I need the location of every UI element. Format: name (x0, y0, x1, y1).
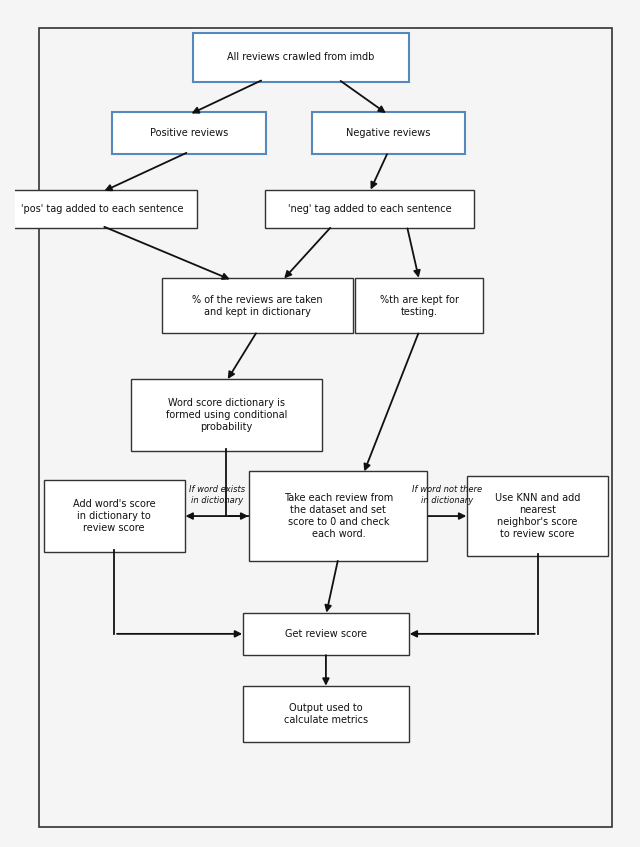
Text: Negative reviews: Negative reviews (346, 128, 430, 138)
FancyBboxPatch shape (250, 472, 428, 561)
Text: 'neg' tag added to each sentence: 'neg' tag added to each sentence (287, 204, 451, 214)
FancyBboxPatch shape (467, 476, 608, 556)
FancyBboxPatch shape (6, 190, 197, 229)
FancyBboxPatch shape (40, 28, 612, 828)
FancyBboxPatch shape (312, 112, 465, 154)
FancyBboxPatch shape (131, 379, 321, 451)
Text: Add word's score
in dictionary to
review score: Add word's score in dictionary to review… (73, 499, 156, 533)
FancyBboxPatch shape (265, 190, 474, 229)
Text: Output used to
calculate metrics: Output used to calculate metrics (284, 703, 368, 725)
FancyBboxPatch shape (243, 686, 409, 742)
Text: All reviews crawled from imdb: All reviews crawled from imdb (227, 53, 374, 63)
Text: Word score dictionary is
formed using conditional
probability: Word score dictionary is formed using co… (166, 398, 287, 432)
FancyBboxPatch shape (193, 33, 409, 82)
Text: Take each review from
the dataset and set
score to 0 and check
each word.: Take each review from the dataset and se… (284, 493, 393, 539)
FancyBboxPatch shape (113, 112, 266, 154)
FancyBboxPatch shape (243, 613, 409, 655)
Text: % of the reviews are taken
and kept in dictionary: % of the reviews are taken and kept in d… (192, 295, 323, 317)
Text: If word exists
in dictionary: If word exists in dictionary (189, 485, 245, 505)
Text: 'pos' tag added to each sentence: 'pos' tag added to each sentence (20, 204, 183, 214)
Text: Use KNN and add
nearest
neighbor's score
to review score: Use KNN and add nearest neighbor's score… (495, 493, 580, 539)
Text: If word not there
in dictionary: If word not there in dictionary (412, 485, 483, 505)
FancyBboxPatch shape (44, 480, 184, 552)
FancyBboxPatch shape (162, 278, 353, 334)
Text: Get review score: Get review score (285, 628, 367, 639)
Text: Positive reviews: Positive reviews (150, 128, 228, 138)
Text: %th are kept for
testing.: %th are kept for testing. (380, 295, 459, 317)
FancyBboxPatch shape (355, 278, 483, 334)
